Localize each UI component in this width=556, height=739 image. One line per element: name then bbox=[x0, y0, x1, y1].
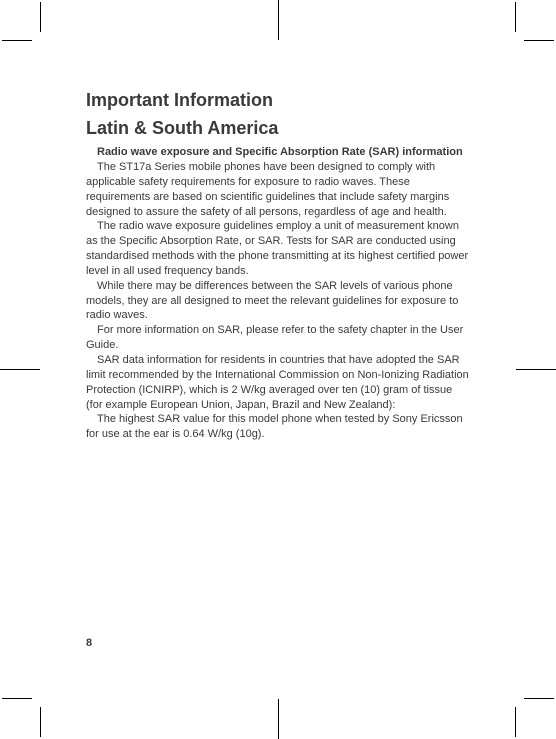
para4: For more information on SAR, please refe… bbox=[86, 323, 470, 353]
para1: The ST17a Series mobile phones have been… bbox=[86, 160, 470, 219]
heading-line2: Latin & South America bbox=[86, 118, 470, 140]
para3: While there may be differences between t… bbox=[86, 279, 470, 324]
crop-mark-right bbox=[516, 369, 556, 370]
crop-mark-bottom bbox=[278, 699, 279, 739]
page-number: 8 bbox=[86, 637, 92, 649]
para2: The radio wave exposure guidelines emplo… bbox=[86, 219, 470, 278]
crop-mark-left bbox=[0, 369, 40, 370]
heading-line1: Important Information bbox=[86, 90, 470, 112]
para6: The highest SAR value for this model pho… bbox=[86, 412, 470, 442]
subheading: Radio wave exposure and Specific Absorpt… bbox=[86, 145, 470, 160]
page-content: Important Information Latin & South Amer… bbox=[86, 90, 470, 649]
para5: SAR data information for residents in co… bbox=[86, 353, 470, 412]
crop-mark-top bbox=[278, 0, 279, 40]
